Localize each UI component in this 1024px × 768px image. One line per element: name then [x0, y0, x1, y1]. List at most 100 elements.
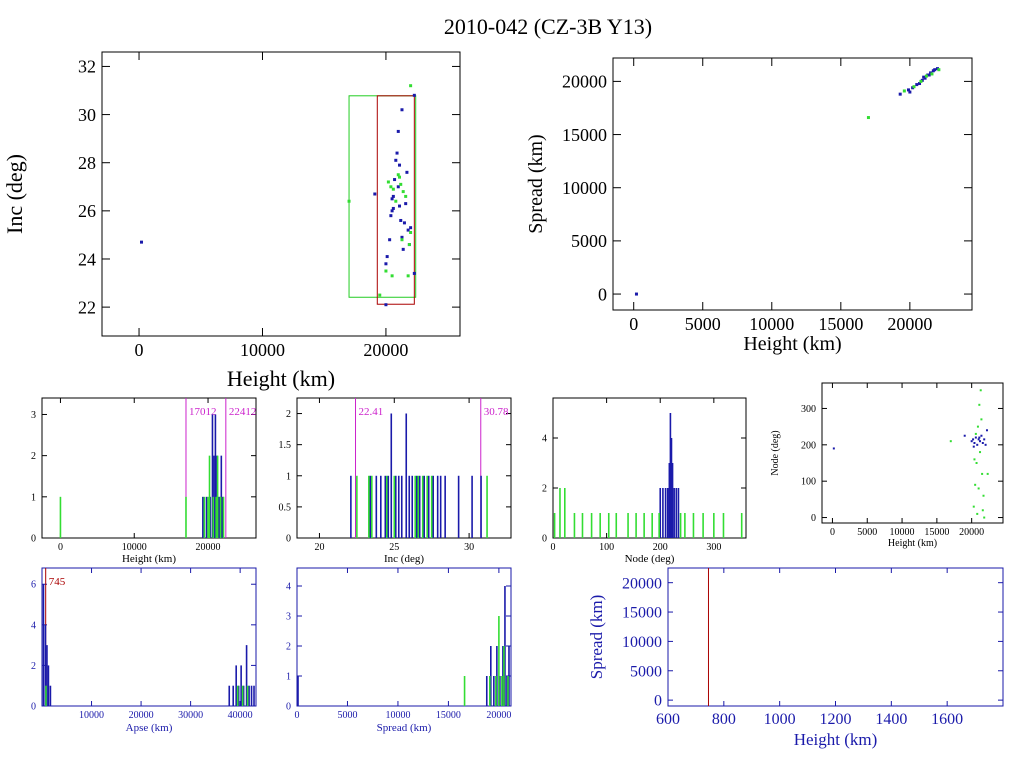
x-tick-label: 20000	[486, 710, 511, 721]
x-tick-label: 10000	[385, 710, 410, 721]
y-tick-label: 3	[31, 410, 36, 421]
x-tick-label: 0	[830, 527, 835, 538]
plot-frame	[612, 57, 973, 311]
data-point	[976, 443, 979, 446]
x-axis-label: Height (km)	[743, 333, 841, 355]
y-tick-label: 26	[78, 201, 96, 221]
data-point	[919, 79, 923, 83]
x-tick-label: 1400	[875, 711, 907, 728]
data-point	[974, 436, 977, 439]
data-point	[866, 116, 870, 120]
data-point	[972, 505, 975, 508]
data-point	[373, 192, 377, 196]
x-tick-label: 5000	[857, 527, 877, 538]
y-axis-label: Node (deg)	[770, 430, 781, 475]
marker-label: 745	[49, 576, 66, 588]
x-tick-label: 15000	[436, 710, 461, 721]
x-tick-label: 10000	[122, 542, 147, 553]
data-point	[391, 206, 395, 210]
y-tick-label: 0	[542, 534, 547, 545]
chart-hist_inc: 20 25 30 0 0.5 1 1.5 2 Inc (deg) 22.41 30.78	[279, 397, 512, 565]
y-tick-label: 2	[542, 484, 547, 495]
marker-label: 22.41	[359, 406, 384, 418]
x-tick-label: 0	[135, 340, 144, 360]
data-point	[973, 458, 976, 461]
data-point	[976, 512, 979, 515]
data-point	[388, 238, 392, 242]
data-point	[384, 303, 388, 307]
data-point	[979, 440, 982, 443]
marker-label: 30.78	[484, 406, 509, 418]
y-tick-label: 300	[801, 404, 816, 415]
data-point	[393, 178, 397, 182]
data-point	[977, 438, 980, 441]
y-tick-label: 1.5	[279, 440, 292, 451]
x-tick-label: 5000	[685, 314, 721, 334]
data-point	[634, 292, 638, 296]
x-tick-label: 10000	[749, 314, 794, 334]
data-point	[391, 187, 395, 191]
x-tick-label: 0	[551, 542, 556, 553]
data-point	[974, 432, 977, 435]
data-point	[402, 221, 406, 225]
data-point	[398, 204, 402, 208]
data-point	[407, 243, 411, 247]
page-title: 2010-042 (CZ-3B Y13)	[443, 14, 653, 39]
marker-label: 17012	[189, 406, 217, 418]
x-axis-label: Height (km)	[794, 730, 878, 749]
data-point	[347, 199, 351, 203]
plot-frame	[667, 567, 1004, 707]
chart-node_height: 0 5000 10000 15000 20000 0 100 200 300 Height (km…	[770, 382, 1004, 549]
data-point	[384, 262, 388, 266]
data-point	[979, 451, 982, 454]
plot-frame	[552, 397, 747, 539]
data-point	[398, 175, 402, 179]
y-tick-label: 2	[31, 661, 36, 672]
x-tick-label: 10000	[240, 340, 285, 360]
x-tick-label: 20000	[129, 710, 154, 721]
x-tick-label: 25	[389, 542, 399, 553]
data-point	[918, 82, 922, 86]
y-tick-label: 15000	[622, 605, 662, 622]
y-tick-label: 0	[598, 284, 607, 304]
y-tick-label: 4	[31, 620, 36, 631]
data-point	[985, 429, 988, 432]
data-point	[390, 274, 394, 278]
y-tick-label: 3	[286, 612, 291, 623]
chart-hist_height: 0 10000 20000 0 1 2 3 Height (km) 17012 22412	[31, 397, 257, 565]
data-point	[949, 440, 952, 443]
data-point	[409, 226, 413, 230]
y-tick-label: 22	[78, 297, 96, 317]
x-tick-label: 30	[464, 542, 474, 553]
data-point	[399, 182, 403, 186]
y-tick-label: 1	[286, 471, 291, 482]
data-point	[927, 73, 931, 77]
y-tick-label: 2	[286, 409, 291, 420]
x-tick-label: 100	[599, 542, 614, 553]
x-tick-label: 10000	[79, 710, 104, 721]
x-axis-label: Spread (km)	[377, 722, 432, 734]
data-point	[978, 403, 981, 406]
data-point	[389, 214, 393, 218]
data-point	[390, 209, 394, 213]
x-tick-label: 40000	[228, 710, 253, 721]
plot-frame	[821, 382, 1004, 524]
data-point	[972, 445, 975, 448]
y-tick-label: 0.5	[279, 502, 292, 513]
data-point	[984, 443, 987, 446]
data-point	[976, 425, 979, 428]
y-tick-label: 4	[542, 434, 547, 445]
y-tick-label: 30	[78, 105, 96, 125]
y-axis-label: Spread (km)	[525, 134, 547, 233]
data-point	[400, 108, 404, 112]
y-tick-label: 200	[801, 440, 816, 451]
data-point	[924, 74, 928, 78]
data-point	[983, 438, 986, 441]
data-point	[973, 442, 976, 444]
x-axis-label: Node (deg)	[625, 553, 675, 565]
chart-spread_height: 0 5000 10000 15000 20000 0 5000 10000 15000 20000…	[525, 57, 973, 355]
chart-hist_node: 0 100 200 300 0 2 4 Node (deg)	[542, 397, 747, 565]
data-point	[898, 92, 902, 96]
x-tick-label: 20000	[959, 527, 984, 538]
data-point	[981, 472, 984, 475]
